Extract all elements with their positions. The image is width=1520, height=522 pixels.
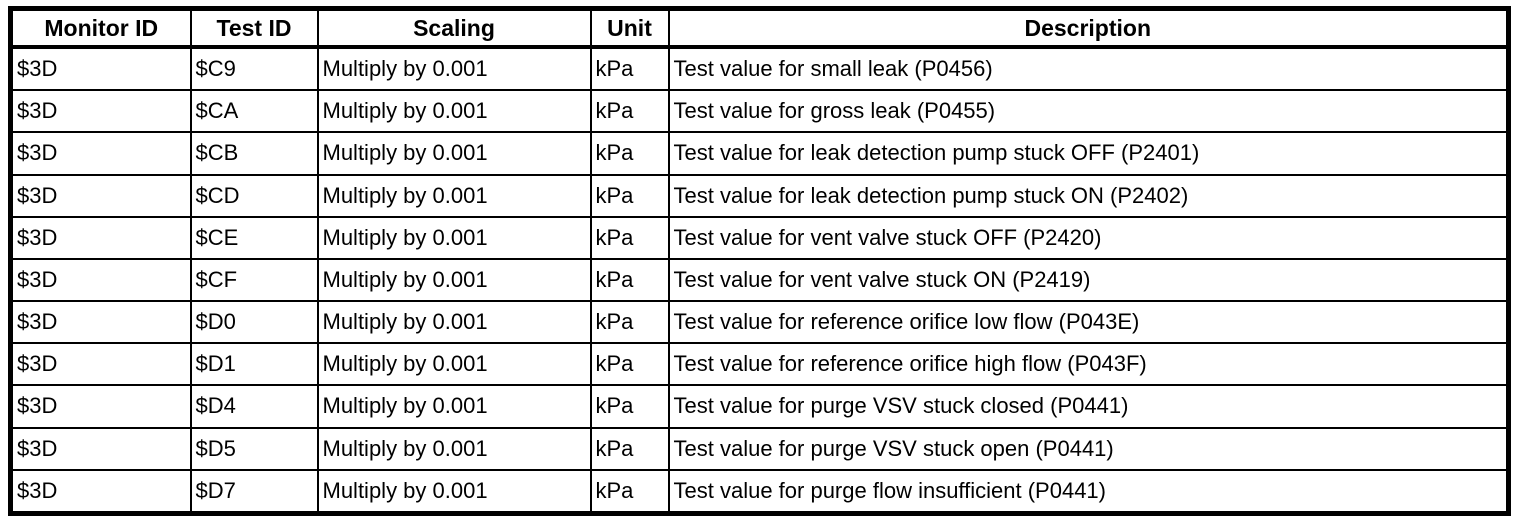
cell-scaling: Multiply by 0.001	[316, 89, 592, 134]
cell-test-id: $D4	[189, 384, 319, 429]
cell-scaling: Multiply by 0.001	[316, 257, 592, 303]
cell-monitor-id: $3D	[9, 89, 192, 134]
table-row: $3D $D5 Multiply by 0.001 kPa Test value…	[9, 426, 1510, 471]
cell-unit: kPa	[589, 426, 670, 471]
table-row: $3D $CE Multiply by 0.001 kPa Test value…	[9, 215, 1510, 260]
cell-scaling: Multiply by 0.001	[316, 468, 592, 515]
column-header-unit: Unit	[589, 7, 670, 49]
cell-test-id: $D5	[189, 426, 319, 471]
cell-description: Test value for purge flow insufficient (…	[667, 468, 1510, 515]
cell-description: Test value for purge VSV stuck closed (P…	[667, 384, 1510, 429]
cell-unit: kPa	[589, 215, 670, 260]
table-row: $3D $D0 Multiply by 0.001 kPa Test value…	[9, 300, 1510, 345]
cell-test-id: $D1	[189, 342, 319, 387]
cell-monitor-id: $3D	[9, 45, 192, 92]
cell-description: Test value for purge VSV stuck open (P04…	[667, 426, 1510, 471]
table-row: $3D $D7 Multiply by 0.001 kPa Test value…	[9, 468, 1510, 515]
cell-test-id: $D7	[189, 468, 319, 515]
cell-description: Test value for gross leak (P0455)	[667, 89, 1510, 134]
cell-test-id: $CD	[189, 173, 319, 218]
cell-scaling: Multiply by 0.001	[316, 300, 592, 345]
cell-monitor-id: $3D	[9, 131, 192, 176]
cell-unit: kPa	[589, 257, 670, 303]
table-row: $3D $C9 Multiply by 0.001 kPa Test value…	[9, 45, 1510, 92]
table-header-row: Monitor ID Test ID Scaling Unit Descript…	[9, 7, 1510, 49]
table-row: $3D $CD Multiply by 0.001 kPa Test value…	[9, 173, 1510, 218]
cell-scaling: Multiply by 0.001	[316, 45, 592, 92]
cell-monitor-id: $3D	[9, 300, 192, 345]
cell-description: Test value for vent valve stuck ON (P241…	[667, 257, 1510, 303]
table-row: $3D $CF Multiply by 0.001 kPa Test value…	[9, 257, 1510, 303]
cell-scaling: Multiply by 0.001	[316, 215, 592, 260]
cell-unit: kPa	[589, 384, 670, 429]
cell-test-id: $C9	[189, 45, 319, 92]
cell-test-id: $D0	[189, 300, 319, 345]
cell-test-id: $CE	[189, 215, 319, 260]
cell-description: Test value for reference orifice low flo…	[667, 300, 1510, 345]
cell-monitor-id: $3D	[9, 426, 192, 471]
cell-unit: kPa	[589, 173, 670, 218]
cell-unit: kPa	[589, 131, 670, 176]
column-header-scaling: Scaling	[316, 7, 592, 49]
cell-scaling: Multiply by 0.001	[316, 131, 592, 176]
cell-monitor-id: $3D	[9, 215, 192, 260]
cell-scaling: Multiply by 0.001	[316, 384, 592, 429]
cell-test-id: $CA	[189, 89, 319, 134]
cell-unit: kPa	[589, 300, 670, 345]
cell-scaling: Multiply by 0.001	[316, 426, 592, 471]
cell-unit: kPa	[589, 89, 670, 134]
cell-scaling: Multiply by 0.001	[316, 342, 592, 387]
cell-unit: kPa	[589, 45, 670, 92]
column-header-test-id: Test ID	[189, 7, 319, 49]
table-row: $3D $CB Multiply by 0.001 kPa Test value…	[9, 131, 1510, 176]
cell-monitor-id: $3D	[9, 257, 192, 303]
cell-monitor-id: $3D	[9, 342, 192, 387]
cell-monitor-id: $3D	[9, 468, 192, 515]
cell-description: Test value for leak detection pump stuck…	[667, 131, 1510, 176]
column-header-monitor-id: Monitor ID	[9, 7, 192, 49]
cell-scaling: Multiply by 0.001	[316, 173, 592, 218]
cell-monitor-id: $3D	[9, 173, 192, 218]
table-row: $3D $D4 Multiply by 0.001 kPa Test value…	[9, 384, 1510, 429]
table-row: $3D $D1 Multiply by 0.001 kPa Test value…	[9, 342, 1510, 387]
monitor-test-table: Monitor ID Test ID Scaling Unit Descript…	[8, 6, 1511, 516]
cell-description: Test value for leak detection pump stuck…	[667, 173, 1510, 218]
cell-description: Test value for small leak (P0456)	[667, 45, 1510, 92]
cell-test-id: $CB	[189, 131, 319, 176]
cell-unit: kPa	[589, 342, 670, 387]
column-header-description: Description	[667, 7, 1510, 49]
table-row: $3D $CA Multiply by 0.001 kPa Test value…	[9, 89, 1510, 134]
cell-monitor-id: $3D	[9, 384, 192, 429]
cell-description: Test value for vent valve stuck OFF (P24…	[667, 215, 1510, 260]
cell-description: Test value for reference orifice high fl…	[667, 342, 1510, 387]
cell-test-id: $CF	[189, 257, 319, 303]
cell-unit: kPa	[589, 468, 670, 515]
